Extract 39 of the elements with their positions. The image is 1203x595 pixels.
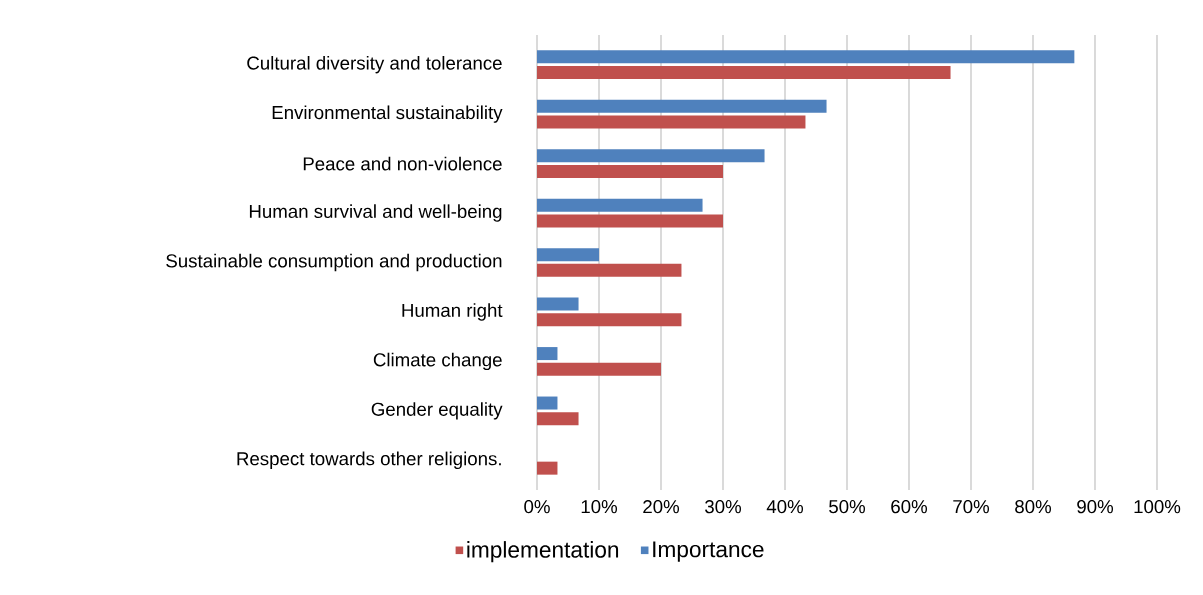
y-tick-label: Climate change [373,352,502,371]
bar [537,149,765,163]
y-tick-label: Peace and non-violence [303,156,502,171]
legend-label: Importance [653,541,764,562]
y-tick-label: Sustainable consumption and production [166,253,502,272]
bar [537,412,579,426]
x-tick-label: 90% [1077,500,1114,514]
x-tick-label: 100% [1134,500,1181,514]
legend-label: implementation [467,541,619,563]
y-tick-label: Environmental sustainability [272,105,503,123]
x-tick-label: 30% [705,500,742,514]
x-tick-label: 80% [1015,500,1052,514]
bar [537,362,661,376]
x-tick-label: 20% [643,500,680,514]
bar [537,66,951,80]
bar [537,263,682,277]
x-tick-label: 60% [891,500,928,514]
y-tick-label: Gender equality [371,402,503,420]
bar [537,99,827,113]
bar [537,297,579,311]
x-tick-label: 40% [766,500,804,514]
bar [537,214,723,228]
bar [537,461,558,475]
bar [537,198,703,212]
bar [537,347,558,361]
bar [537,396,558,410]
y-tick-label: Respect towards other religions. [237,451,501,470]
x-tick-label: 10% [581,500,618,514]
x-tick-label: 50% [829,500,866,514]
bar [537,313,682,327]
y-tick-label: Human survival and well-being [249,204,502,222]
y-tick-label: Human right [402,303,503,321]
y-tick-label: Cultural diversity and tolerance [247,55,502,74]
x-tick-label: 70% [953,500,990,514]
bar [537,164,723,178]
bar [537,115,806,129]
bar [537,248,599,262]
bar [537,50,1075,64]
x-tick-label: 0% [524,500,550,514]
